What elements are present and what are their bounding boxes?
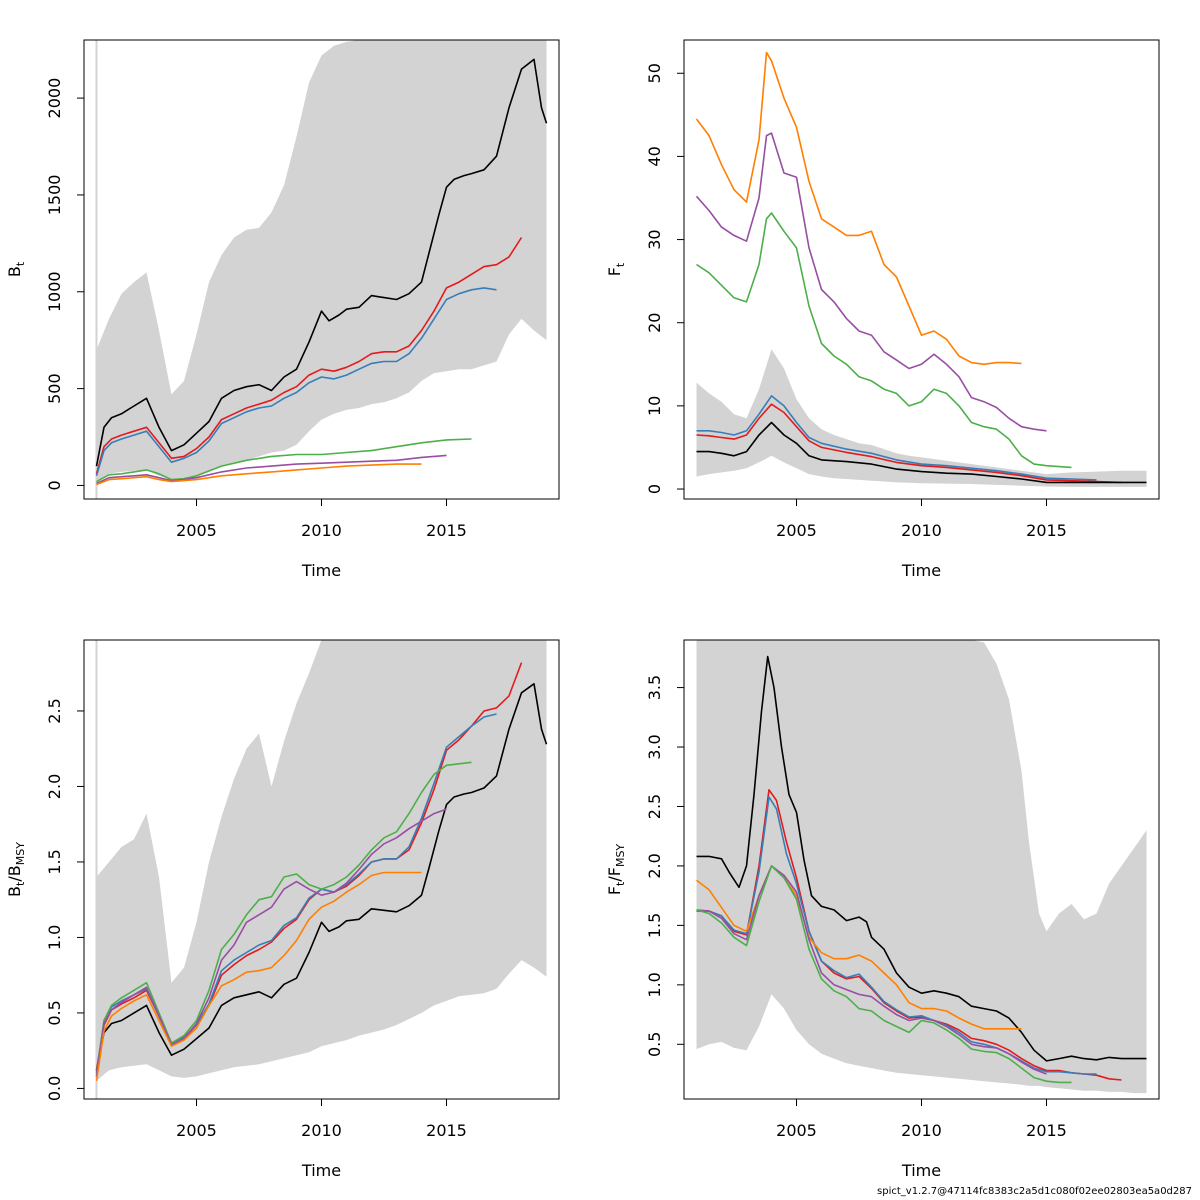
confidence-band <box>696 640 1147 1094</box>
x-tick-label: 2005 <box>776 521 817 540</box>
y-tick-label: 30 <box>645 229 664 249</box>
y-tick-label: 1.0 <box>645 972 664 997</box>
x-axis-label: Time <box>301 1161 341 1180</box>
y-tick-label: 2000 <box>45 78 64 119</box>
y-tick-label: 40 <box>645 146 664 166</box>
series-line-red <box>95 237 523 475</box>
x-axis: 2005 2010 2015 Time <box>776 498 1067 580</box>
y-tick-label: 2.5 <box>45 698 64 723</box>
series-line-purple <box>695 132 1047 432</box>
y-tick-label: 0.5 <box>645 1032 664 1057</box>
y-tick-label: 50 <box>645 63 664 83</box>
y-tick-label: 1.0 <box>45 925 64 950</box>
series-line-green <box>96 438 472 483</box>
y-tick-label: 500 <box>45 373 64 404</box>
x-axis-label: Time <box>901 1161 941 1180</box>
series-line-orange <box>96 463 422 486</box>
series-line-orange <box>95 871 422 1082</box>
y-axis-label: Ft <box>605 262 627 276</box>
series-line-purple <box>696 865 1047 1075</box>
x-tick-label: 2005 <box>776 1121 817 1140</box>
y-axis-label: Bt/BMSY <box>5 842 27 897</box>
x-tick-label: 2005 <box>176 521 217 540</box>
plot-area <box>95 40 548 499</box>
y-tick-label: 1.5 <box>45 849 64 874</box>
series-line-orange <box>696 865 1022 1030</box>
series-line-black <box>696 421 1147 484</box>
series-line-red <box>696 403 1122 484</box>
x-tick-label: 2010 <box>301 521 342 540</box>
series-line-green <box>696 212 1072 469</box>
plot-area <box>95 640 548 1099</box>
x-tick-label: 2015 <box>1026 1121 1067 1140</box>
series-line-black <box>95 682 548 1071</box>
y-tick-label: 0 <box>645 484 664 494</box>
x-axis-label: Time <box>901 561 941 580</box>
plot-area <box>696 640 1147 1094</box>
x-axis: 2005 2010 2015 Time <box>776 1098 1067 1180</box>
x-tick-label: 2015 <box>426 1121 467 1140</box>
series-line-blue <box>696 395 1097 481</box>
y-axis-label: Ft/FMSY <box>605 844 627 896</box>
y-tick-label: 1500 <box>45 175 64 216</box>
panel-fishing-mortality: 2005 2010 2015 Time 0 10 20 30 40 50 Ft <box>605 39 1160 580</box>
x-tick-label: 2010 <box>901 1121 942 1140</box>
series-line-black <box>696 655 1147 1062</box>
series-line-green <box>95 761 472 1077</box>
x-tick-label: 2015 <box>426 521 467 540</box>
y-axis: 0.5 1.0 1.5 2.0 2.5 3.0 3.5 Ft/FMSY <box>605 675 685 1057</box>
y-axis: 0.0 0.5 1.0 1.5 2.0 2.5 Bt/BMSY <box>5 698 85 1101</box>
y-tick-label: 2.5 <box>645 794 664 819</box>
series-line-blue <box>696 796 1097 1075</box>
series-line-green <box>696 865 1072 1084</box>
y-tick-label: 3.0 <box>645 734 664 759</box>
x-axis-label: Time <box>301 561 341 580</box>
x-axis: 2005 2010 2015 Time <box>176 1098 467 1180</box>
series-line-red <box>696 788 1122 1081</box>
x-tick-label: 2010 <box>901 521 942 540</box>
y-tick-label: 2.0 <box>45 774 64 799</box>
series-line-blue <box>95 287 497 477</box>
y-tick-label: 10 <box>645 396 664 416</box>
y-axis: 0 10 20 30 40 50 Ft <box>605 63 685 494</box>
panel-biomass: 2005 2010 2015 Time 0 500 1000 1500 2000 Bt <box>5 39 560 580</box>
y-tick-label: 3.5 <box>645 675 664 700</box>
series-line-orange <box>695 51 1022 366</box>
confidence-band <box>96 40 547 482</box>
y-tick-label: 1.5 <box>645 913 664 938</box>
x-tick-label: 2010 <box>301 1121 342 1140</box>
x-tick-label: 2015 <box>1026 521 1067 540</box>
series-line-purple <box>96 454 447 485</box>
y-tick-label: 1000 <box>45 271 64 312</box>
footer-version-text: spict_v1.2.7@47114fc8383c2a5d1c080f02ee0… <box>877 1186 1192 1197</box>
y-axis-label: Bt <box>5 261 27 277</box>
y-tick-label: 0 <box>45 480 64 490</box>
series-line-black <box>95 58 548 467</box>
confidence-band <box>96 640 547 1081</box>
y-tick-label: 0.5 <box>45 1000 64 1025</box>
panel-relative-biomass: 2005 2010 2015 Time 0.0 0.5 1.0 1.5 2.0 2.5 Bt/BMS… <box>5 639 560 1180</box>
y-tick-label: 2.0 <box>645 853 664 878</box>
y-axis: 0 500 1000 1500 2000 Bt <box>5 78 85 491</box>
plot-area <box>695 51 1147 487</box>
y-tick-label: 20 <box>645 313 664 333</box>
x-tick-label: 2005 <box>176 1121 217 1140</box>
series-line-purple <box>95 808 447 1077</box>
x-axis: 2005 2010 2015 Time <box>176 498 467 580</box>
panel-relative-fishing-mortality: 2005 2010 2015 Time 0.5 1.0 1.5 2.0 2.5 3.0 3.5 Ft/… <box>605 639 1160 1180</box>
y-tick-label: 0.0 <box>45 1076 64 1101</box>
confidence-band <box>696 349 1147 487</box>
